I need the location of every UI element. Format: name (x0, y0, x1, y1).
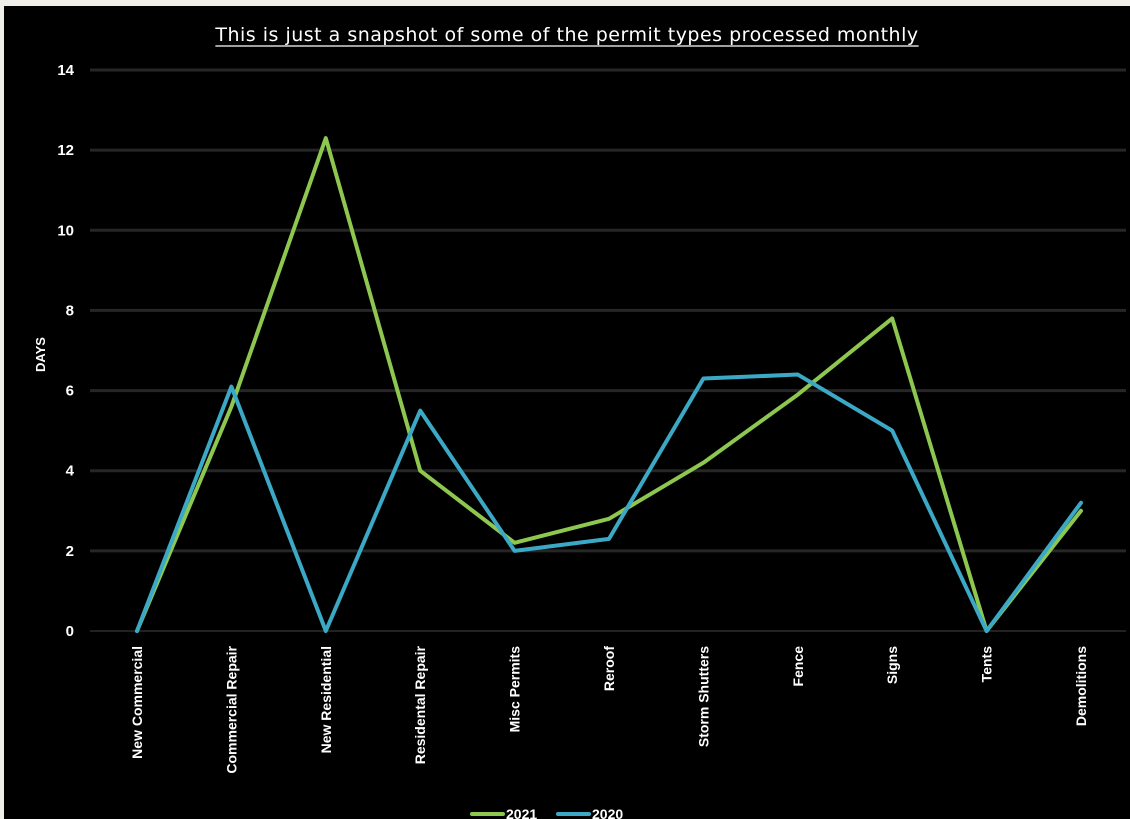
y-axis-ticks: 0 2 4 6 8 10 12 14 (57, 62, 74, 640)
y-axis-label: DAYS (33, 337, 48, 372)
x-tick-label: Reroof (601, 646, 617, 691)
x-tick-label: New Commercial (129, 646, 145, 759)
x-tick-label: New Residential (318, 646, 334, 753)
x-tick-label: Misc Permits (507, 646, 523, 733)
series-line-2021 (135, 136, 1083, 633)
y-tick-label: 14 (57, 62, 74, 79)
y-tick-label: 0 (66, 623, 74, 640)
x-tick-label: Signs (884, 646, 900, 684)
y-tick-label: 6 (66, 383, 74, 400)
legend: 2021 2020 (470, 806, 623, 819)
line-chart: This is just a snapshot of some of the p… (33, 24, 1126, 819)
chart-title: This is just a snapshot of some of the p… (214, 24, 918, 46)
legend-label-2021: 2021 (506, 806, 537, 819)
gridlines (90, 68, 1126, 632)
y-tick-label: 10 (57, 222, 74, 239)
x-axis-ticks: New Commercial Commercial Repair New Resid… (129, 645, 1089, 773)
x-tick-label: Commercial Repair (223, 645, 239, 773)
y-tick-label: 4 (66, 463, 75, 480)
x-tick-label: Fence (790, 646, 806, 687)
x-tick-label: Residental Repair (412, 645, 428, 764)
x-tick-label: Storm Shutters (695, 646, 711, 747)
y-tick-label: 8 (66, 302, 74, 319)
y-tick-label: 2 (66, 543, 74, 560)
x-tick-label: Tents (979, 646, 995, 683)
chart-frame: This is just a snapshot of some of the p… (4, 6, 1130, 819)
series-line-2020 (135, 372, 1083, 633)
x-tick-label: Demolitions (1073, 646, 1089, 726)
series-lines (135, 136, 1083, 633)
y-tick-label: 12 (57, 142, 74, 159)
legend-label-2020: 2020 (592, 806, 623, 819)
